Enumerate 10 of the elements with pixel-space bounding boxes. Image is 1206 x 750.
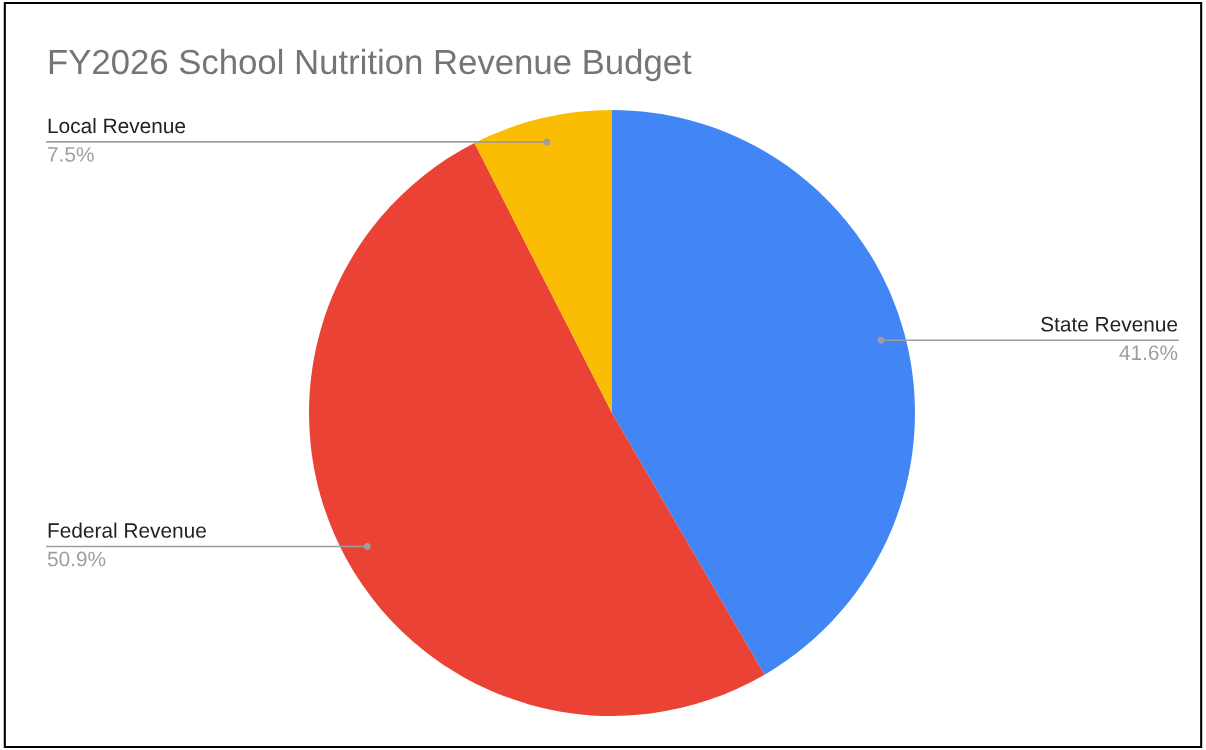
chart-title: FY2026 School Nutrition Revenue Budget (49, 48, 692, 82)
pie-slice (612, 110, 915, 675)
pie-slice (474, 110, 612, 413)
slice-label: Federal Revenue (48, 522, 206, 538)
slice-label: Local Revenue (48, 117, 186, 134)
data-label: 41.6% (1119, 345, 1178, 361)
pie-slice (309, 143, 765, 716)
data-label: 7.5% (48, 147, 94, 162)
data-label: 50.9% (47, 551, 106, 567)
slice-label: State Revenue (1041, 316, 1178, 332)
